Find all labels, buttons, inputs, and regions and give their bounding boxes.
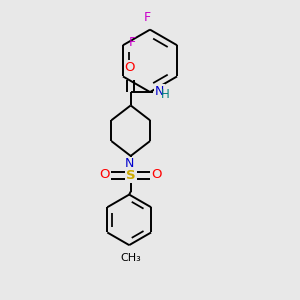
Text: O: O: [100, 168, 110, 181]
Text: O: O: [124, 61, 134, 74]
Text: S: S: [126, 169, 136, 182]
Text: N: N: [124, 158, 134, 170]
Text: F: F: [143, 11, 151, 24]
Text: H: H: [161, 88, 170, 101]
Text: N: N: [155, 85, 164, 98]
Text: CH₃: CH₃: [120, 254, 141, 263]
Text: F: F: [128, 36, 135, 49]
Text: O: O: [151, 168, 162, 181]
